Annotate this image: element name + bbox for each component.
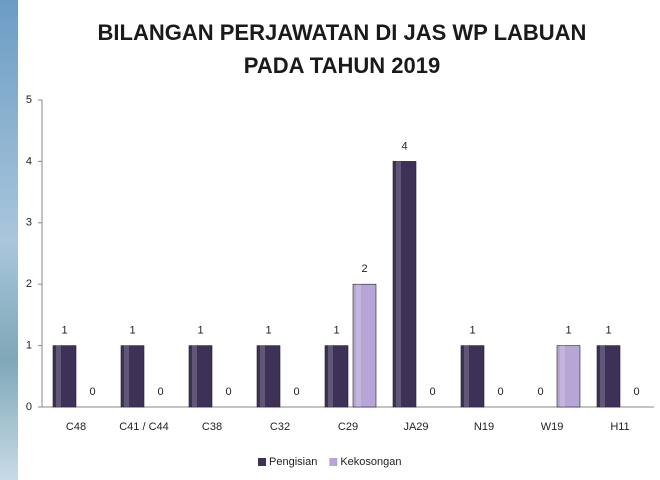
x-tick-label: C32 [270,421,290,433]
data-label: 4 [401,140,407,152]
x-tick-label: C38 [202,421,222,433]
data-label: 1 [469,325,475,337]
bar [352,283,377,408]
bar [188,345,213,408]
x-tick-label: C41 / C44 [119,421,169,433]
data-label: 0 [89,386,95,398]
bar [596,345,621,408]
x-tick-label: H11 [610,421,629,433]
y-tick-label: 3 [26,217,32,229]
x-tick-label: C48 [66,421,86,433]
bar-highlight [560,345,565,407]
bar [556,345,581,408]
chart-title: BILANGAN PERJAWATAN DI JAS WP LABUAN PAD… [97,20,587,78]
data-label: 0 [429,386,435,398]
y-tick-label: 4 [26,155,32,167]
data-label: 1 [129,325,135,337]
data-label: 1 [61,325,67,337]
bar-highlight [356,284,361,407]
data-label: 0 [293,386,299,398]
data-label: 0 [225,386,231,398]
data-label: 0 [633,386,639,398]
data-label: 2 [361,263,367,275]
bar-highlight [56,345,61,407]
data-label: 0 [537,386,543,398]
data-label: 1 [605,325,611,337]
bar-highlight [260,345,265,407]
bar [460,345,485,408]
data-label: 1 [333,325,339,337]
bar [120,345,145,408]
bar [256,345,281,408]
y-tick-label: 0 [26,401,32,413]
x-tick-label: C29 [338,421,358,433]
legend-swatch [329,458,338,466]
legend-swatch [258,458,266,466]
data-label: 0 [497,386,503,398]
y-tick-label: 1 [26,340,32,352]
data-label: 1 [197,325,203,337]
x-tick-label: N19 [474,421,494,433]
bar-highlight [464,345,469,407]
data-label: 1 [265,325,271,337]
x-tick-label: W19 [541,421,564,433]
bar [392,161,417,408]
bar-highlight [328,345,333,407]
data-label: 1 [565,325,571,337]
x-tick-label: JA29 [403,421,428,433]
bar [324,345,349,408]
legend-label: Pengisian [269,456,317,468]
bar-highlight [124,345,129,407]
bar-highlight [600,345,605,407]
bar-highlight [396,161,401,407]
bar [52,345,77,408]
bar-highlight [192,345,197,407]
data-label: 0 [157,386,163,398]
y-tick-label: 2 [26,278,32,290]
legend-label: Kekosongan [340,456,401,468]
y-tick-label: 5 [26,94,32,106]
